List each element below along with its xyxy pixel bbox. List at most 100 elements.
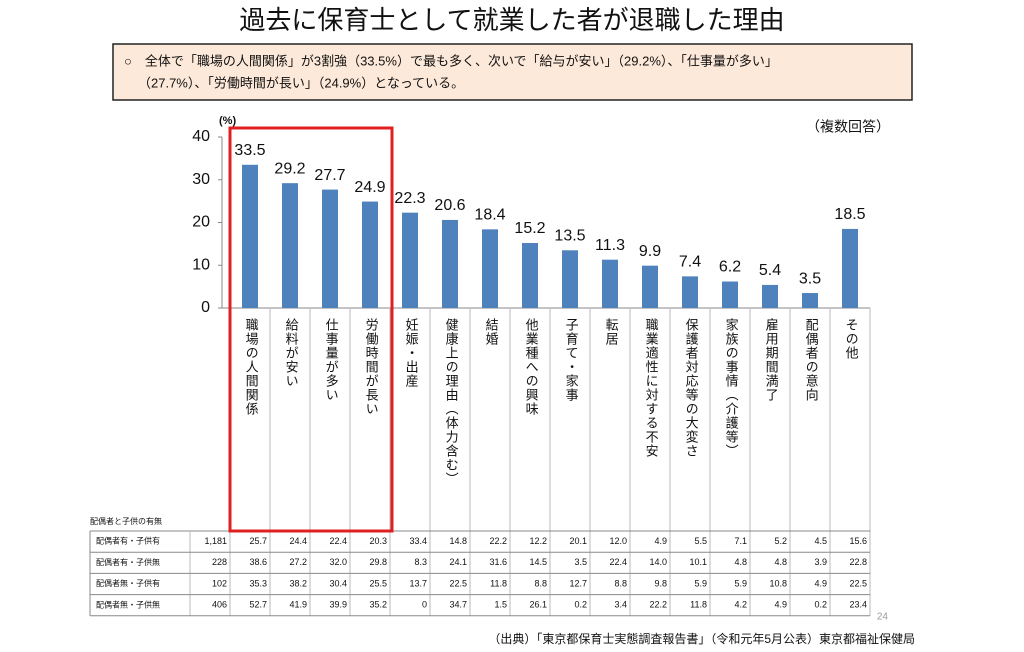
table-cell: 14.5: [529, 557, 547, 567]
x-tick-label: 保護者対応等の大変さ: [684, 318, 699, 458]
table-row-label: 配偶者有・子供有: [96, 536, 160, 546]
bar: [722, 281, 738, 308]
x-tick-label: 家族の事情（介護等）: [724, 317, 739, 458]
table-cell: 20.3: [369, 536, 387, 546]
table-cell: 4.2: [734, 600, 747, 610]
bar: [482, 229, 498, 308]
table-cell: 5.2: [774, 536, 787, 546]
table-cell: 22.5: [849, 578, 867, 588]
table-cell: 9.8: [654, 578, 667, 588]
table-cell: 31.6: [489, 557, 507, 567]
table-cell: 15.6: [849, 536, 867, 546]
table-cell: 22.8: [849, 557, 867, 567]
data-label: 22.3: [394, 190, 425, 207]
page-number: 24: [877, 612, 889, 623]
table-cell: 4.5: [814, 536, 827, 546]
table-cell: 5.5: [694, 536, 707, 546]
table-cell: 14.8: [449, 536, 467, 546]
bar: [242, 164, 258, 308]
table-cell: 38.6: [249, 557, 267, 567]
table-cell: 39.9: [329, 600, 347, 610]
bar: [842, 228, 858, 308]
x-tick-label: 雇用期間満了: [764, 317, 779, 402]
table-cell: 14.0: [649, 557, 667, 567]
summary-line: （27.7%）、「労働時間が長い」（24.9%）となっている。: [138, 75, 464, 90]
table-cell: 11.8: [490, 578, 507, 588]
table-cell: 1,181: [204, 536, 227, 546]
y-unit: (%): [219, 115, 236, 127]
table-cell: 0.2: [574, 600, 587, 610]
bar: [602, 259, 618, 308]
bar: [682, 276, 698, 308]
table-cell: 22.2: [489, 536, 507, 546]
data-label: 15.2: [514, 220, 545, 237]
table-cell: 228: [212, 557, 227, 567]
table-cell: 406: [212, 600, 227, 610]
bar: [802, 293, 818, 308]
data-label: 20.6: [434, 197, 465, 214]
data-label: 18.5: [834, 206, 865, 223]
table-cell: 4.9: [814, 578, 827, 588]
table-cell: 0: [422, 600, 427, 610]
bar: [282, 183, 298, 308]
source: （出典）「東京都保育士実態調査報告書」（令和元年5月公表）東京都福祉保健局: [488, 631, 915, 646]
y-tick-label: 40: [192, 128, 210, 145]
data-label: 18.4: [474, 207, 505, 224]
table-cell: 102: [212, 578, 227, 588]
x-tick-label: 労働時間が長い: [364, 318, 379, 416]
summary-box: [112, 43, 913, 101]
table-cell: 3.4: [614, 600, 627, 610]
table-cell: 26.1: [529, 600, 547, 610]
bar: [522, 243, 538, 308]
table-cell: 7.1: [734, 536, 747, 546]
table-cell: 1.5: [494, 600, 507, 610]
data-label: 24.9: [354, 179, 385, 196]
x-tick-label: 他業種への興味: [524, 318, 539, 416]
data-label: 13.5: [554, 228, 585, 245]
table-cell: 8.8: [614, 578, 627, 588]
chart-note: （複数回答）: [806, 119, 890, 135]
table-cell: 25.7: [249, 536, 267, 546]
y-tick-label: 20: [192, 214, 210, 231]
table-cell: 22.4: [609, 557, 627, 567]
table-cell: 22.4: [329, 536, 347, 546]
bar: [442, 219, 458, 308]
x-tick-label: 健康上の理由（体力含む）: [444, 318, 459, 486]
table-cell: 32.0: [329, 557, 347, 567]
x-tick-label: 職場の人間関係: [244, 318, 259, 416]
table-cell: 4.8: [734, 557, 747, 567]
summary-line: ○ 全体で「職場の人間関係」が3割強（33.5%）で最も多く、次いで「給与が安い…: [124, 53, 778, 68]
data-label: 29.2: [274, 160, 305, 177]
bar: [322, 189, 338, 308]
x-tick-label: 子育て・家事: [564, 318, 579, 402]
table-cell: 5.9: [734, 578, 747, 588]
data-label: 6.2: [719, 259, 741, 276]
table-cell: 22.5: [449, 578, 467, 588]
x-tick-label: 結婚: [484, 318, 499, 346]
table-cell: 11.8: [690, 600, 707, 610]
x-tick-label: 転居: [604, 318, 619, 346]
table-cell: 33.4: [409, 536, 427, 546]
bar: [362, 201, 378, 308]
y-tick-label: 30: [192, 171, 210, 188]
highlight-frame: [228, 126, 394, 533]
x-tick-label: 配偶者の意向: [804, 318, 819, 402]
data-label: 3.5: [799, 270, 821, 287]
table-cell: 22.2: [649, 600, 667, 610]
table-cell: 34.7: [449, 600, 467, 610]
table-cell: 29.8: [369, 557, 387, 567]
data-label: 9.9: [639, 243, 661, 260]
table-cell: 10.1: [689, 557, 707, 567]
table-cell: 3.5: [574, 557, 587, 567]
x-tick-label: 妊娠・出産: [404, 318, 419, 388]
x-tick-label: 職業適性に対する不安: [644, 318, 659, 458]
table-cell: 52.7: [249, 600, 267, 610]
table-cell: 24.4: [289, 536, 307, 546]
bar: [762, 284, 778, 308]
table-cell: 30.4: [329, 578, 347, 588]
slide-title: 過去に保育士として就業した者が退職した理由: [239, 5, 784, 35]
table-cell: 4.9: [654, 536, 667, 546]
data-label: 27.7: [314, 167, 345, 184]
table-cell: 8.8: [534, 578, 547, 588]
table-cell: 12.2: [529, 536, 547, 546]
